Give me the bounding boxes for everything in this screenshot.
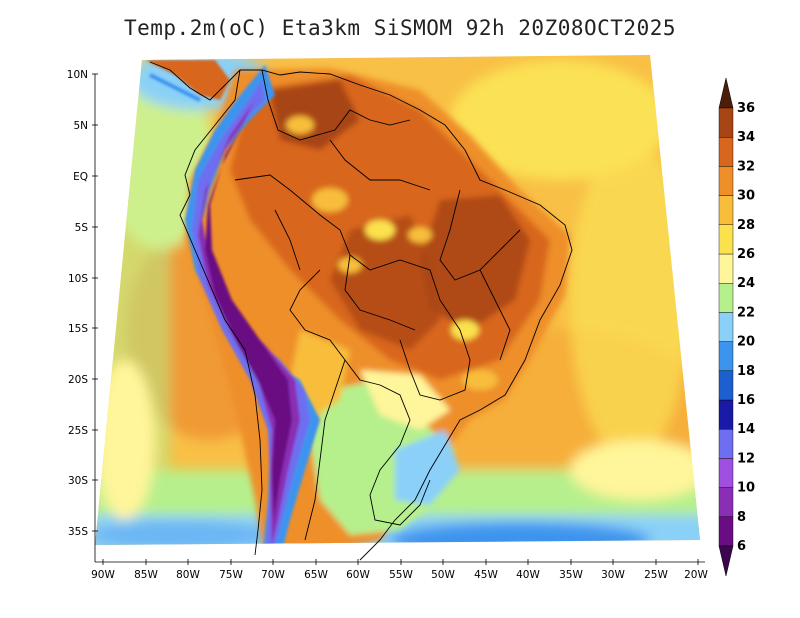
colorbar-swatch: [718, 341, 734, 372]
colorbar-label: 18: [737, 364, 755, 379]
colorbar-label: 26: [737, 247, 755, 262]
lat-label: 25S: [68, 425, 88, 437]
colorbar-label: 14: [737, 422, 755, 437]
colorbar-label: 24: [737, 276, 755, 291]
lon-label: 35W: [559, 569, 583, 581]
lon-label: 60W: [346, 569, 370, 581]
colorbar-label: 36: [737, 101, 755, 116]
lon-label: 70W: [261, 569, 285, 581]
colorbar-label: 8: [737, 510, 746, 525]
lat-label: 30S: [68, 475, 88, 487]
lat-label: 20S: [68, 374, 88, 386]
lon-label: 85W: [134, 569, 158, 581]
lon-label: 80W: [176, 569, 200, 581]
lon-label: 45W: [474, 569, 498, 581]
colorbar: 6 8 10 12 14 16 18 20 22 24 26 28 30 32 34 36: [718, 77, 755, 577]
colorbar-swatch: [718, 195, 734, 226]
colorbar-swatch: [718, 166, 734, 196]
colorbar-swatch: [718, 107, 734, 138]
latitude-axis: 10N 5N EQ 5S 10S 15S 20S 25S 30S 35S: [67, 69, 98, 562]
colorbar-label: 20: [737, 335, 755, 350]
colorbar-swatch: [718, 253, 734, 284]
colorbar-swatch: [718, 399, 734, 430]
colorbar-swatch: [718, 136, 734, 167]
lon-label: 40W: [516, 569, 540, 581]
colorbar-swatch: [718, 224, 734, 255]
lat-label: 10N: [67, 69, 88, 81]
lon-label: 30W: [601, 569, 625, 581]
lon-label: 25W: [644, 569, 668, 581]
colorbar-swatch: [718, 429, 734, 459]
lon-label: 90W: [91, 569, 115, 581]
country-borders: [149, 61, 573, 561]
colorbar-label: 32: [737, 159, 755, 174]
lon-label: 75W: [219, 569, 243, 581]
colorbar-label: 28: [737, 218, 755, 233]
colorbar-label: 12: [737, 451, 755, 466]
lat-label: 10S: [68, 273, 88, 285]
lat-label: EQ: [73, 171, 88, 183]
colorbar-swatch: [718, 516, 734, 547]
colorbar-label: 22: [737, 305, 755, 320]
colorbar-label: 34: [737, 130, 755, 145]
lat-label: 35S: [68, 526, 88, 538]
colorbar-label: 10: [737, 481, 755, 496]
lat-label: 15S: [68, 323, 88, 335]
lon-label: 20W: [684, 569, 708, 581]
temperature-field: [95, 55, 700, 545]
lat-label: 5N: [73, 120, 88, 132]
colorbar-swatch: [718, 312, 734, 342]
longitude-axis: 90W 85W 80W 75W 70W 65W 60W 55W 50W 45W …: [91, 559, 708, 581]
colorbar-label: 30: [737, 189, 755, 204]
colorbar-swatch: [718, 283, 734, 313]
colorbar-swatch: [718, 370, 734, 401]
lat-label: 5S: [75, 222, 89, 234]
lon-label: 55W: [389, 569, 413, 581]
colorbar-max-arrow: [718, 77, 734, 109]
lon-label: 65W: [304, 569, 328, 581]
colorbar-swatch: [718, 487, 734, 518]
map-title: Temp.2m(oC) Eta3km SiSMOM 92h 20Z08OCT20…: [123, 16, 676, 40]
colorbar-label: 16: [737, 393, 755, 408]
colorbar-label: 6: [737, 539, 746, 554]
lon-label: 50W: [431, 569, 455, 581]
colorbar-min-arrow: [718, 545, 734, 577]
colorbar-swatch: [718, 458, 734, 488]
